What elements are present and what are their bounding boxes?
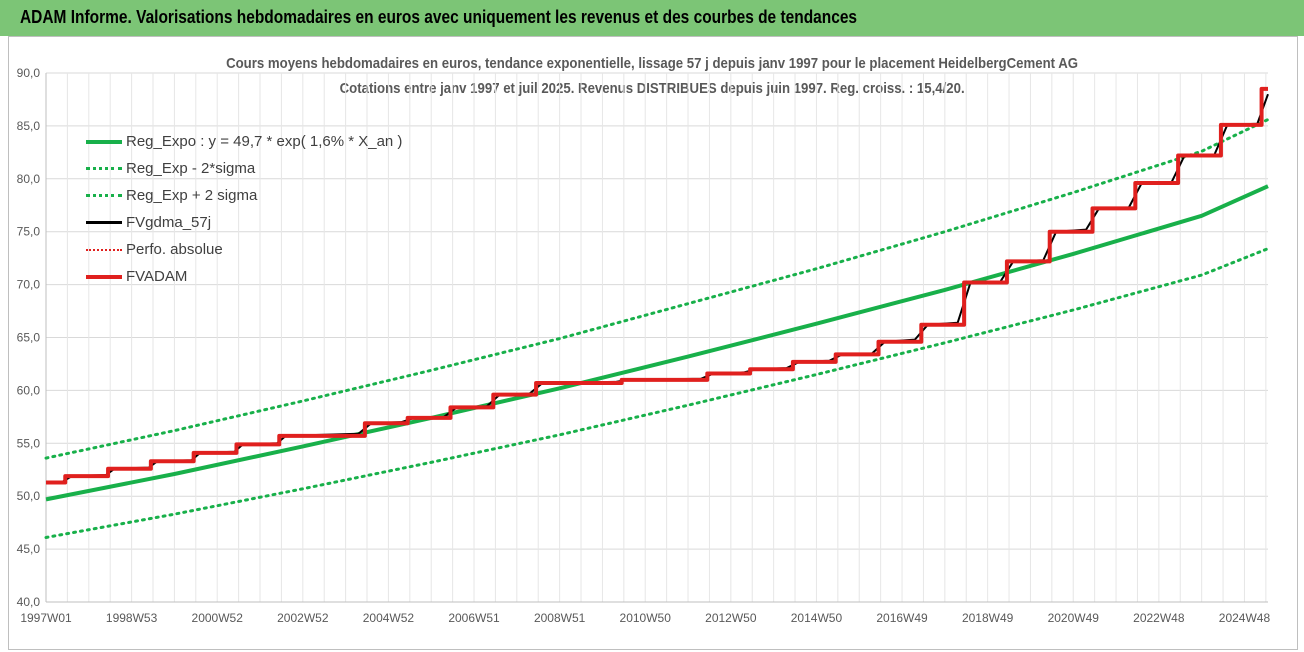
y-tick-label: 60,0 bbox=[17, 383, 41, 397]
legend-swatch-reg-exp-minus bbox=[86, 167, 122, 170]
x-tick-label: 2004W52 bbox=[363, 611, 415, 625]
legend-swatch-reg-expo bbox=[86, 139, 122, 144]
x-tick-label: 2000W52 bbox=[192, 611, 244, 625]
y-tick-label: 50,0 bbox=[17, 489, 41, 503]
legend-label-reg-expo: Reg_Expo : y = 49,7 * exp( 1,6% * X_an ) bbox=[126, 133, 403, 150]
legend-swatch-reg-exp-plus bbox=[86, 194, 122, 197]
y-axis: 40,0 45,0 50,0 55,0 60,0 65,0 70,0 75,0 80,0 85,0… bbox=[17, 66, 47, 609]
series-line-2 bbox=[44, 118, 1270, 460]
legend-label-fvadam: FVADAM bbox=[126, 268, 188, 285]
y-tick-label: 85,0 bbox=[17, 119, 41, 133]
y-tick-label: 65,0 bbox=[17, 331, 41, 345]
y-tick-label: 40,0 bbox=[17, 595, 41, 609]
x-tick-label: 2020W49 bbox=[1048, 611, 1100, 625]
series-line-1 bbox=[44, 247, 1270, 539]
header-bar: ADAM Informe. Valorisations hebdomadaire… bbox=[0, 0, 1304, 36]
x-tick-label: 2012W50 bbox=[705, 611, 757, 625]
x-axis: 1997W01 1998W53 2000W52 2002W52 2004W52 2006W… bbox=[20, 601, 1271, 625]
x-tick-label: 1997W01 bbox=[20, 611, 72, 625]
x-tick-label: 2024W48 bbox=[1219, 611, 1271, 625]
y-tick-label: 75,0 bbox=[17, 225, 41, 239]
x-tick-label: 2006W51 bbox=[448, 611, 500, 625]
legend-item-reg-exp-minus: Reg_Exp - 2*sigma bbox=[86, 155, 402, 182]
x-tick-label: 2010W50 bbox=[620, 611, 672, 625]
chart-title: Cours moyens hebdomadaires en euros, ten… bbox=[0, 55, 1304, 72]
x-tick-label: 2022W48 bbox=[1133, 611, 1185, 625]
legend-item-perfo: Perfo. absolue bbox=[86, 236, 402, 263]
legend-item-fvadam: FVADAM bbox=[86, 263, 402, 290]
legend-item-reg-exp-plus: Reg_Exp + 2 sigma bbox=[86, 182, 402, 209]
x-tick-label: 2002W52 bbox=[277, 611, 329, 625]
legend-label-reg-exp-plus: Reg_Exp + 2 sigma bbox=[126, 187, 258, 204]
y-tick-label: 55,0 bbox=[17, 436, 41, 450]
chart-title-text: Cours moyens hebdomadaires en euros, ten… bbox=[226, 55, 1078, 72]
y-tick-label: 90,0 bbox=[17, 66, 41, 80]
legend-item-fvgdma: FVgdma_57j bbox=[86, 209, 402, 236]
legend: Reg_Expo : y = 49,7 * exp( 1,6% * X_an )… bbox=[86, 128, 402, 290]
legend-item-reg-expo: Reg_Expo : y = 49,7 * exp( 1,6% * X_an ) bbox=[86, 128, 402, 155]
legend-swatch-fvadam bbox=[86, 274, 122, 279]
y-tick-label: 80,0 bbox=[17, 172, 41, 186]
series-group bbox=[44, 86, 1270, 539]
x-tick-label: 1998W53 bbox=[106, 611, 158, 625]
x-tick-label: 2016W49 bbox=[876, 611, 928, 625]
legend-swatch-fvgdma bbox=[86, 221, 122, 224]
series-line-0 bbox=[45, 184, 1269, 502]
x-tick-label: 2014W50 bbox=[791, 611, 843, 625]
legend-label-perfo: Perfo. absolue bbox=[126, 241, 223, 258]
x-tick-label: 2008W51 bbox=[534, 611, 586, 625]
legend-swatch-perfo bbox=[86, 248, 122, 251]
page-title: ADAM Informe. Valorisations hebdomadaire… bbox=[20, 7, 858, 27]
series-line-5 bbox=[46, 86, 1268, 485]
legend-label-reg-exp-minus: Reg_Exp - 2*sigma bbox=[126, 160, 256, 177]
x-tick-label: 2018W49 bbox=[962, 611, 1014, 625]
legend-label-fvgdma: FVgdma_57j bbox=[126, 214, 212, 231]
y-tick-label: 70,0 bbox=[17, 278, 41, 292]
y-tick-label: 45,0 bbox=[17, 542, 41, 556]
chart-frame bbox=[8, 36, 1298, 650]
